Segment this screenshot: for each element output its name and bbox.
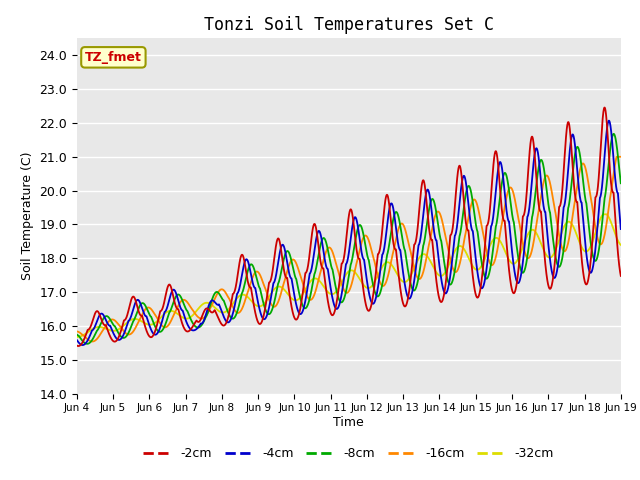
- X-axis label: Time: Time: [333, 416, 364, 429]
- Y-axis label: Soil Temperature (C): Soil Temperature (C): [20, 152, 34, 280]
- Title: Tonzi Soil Temperatures Set C: Tonzi Soil Temperatures Set C: [204, 16, 494, 34]
- Legend: -2cm, -4cm, -8cm, -16cm, -32cm: -2cm, -4cm, -8cm, -16cm, -32cm: [138, 443, 559, 466]
- Text: TZ_fmet: TZ_fmet: [85, 51, 142, 64]
